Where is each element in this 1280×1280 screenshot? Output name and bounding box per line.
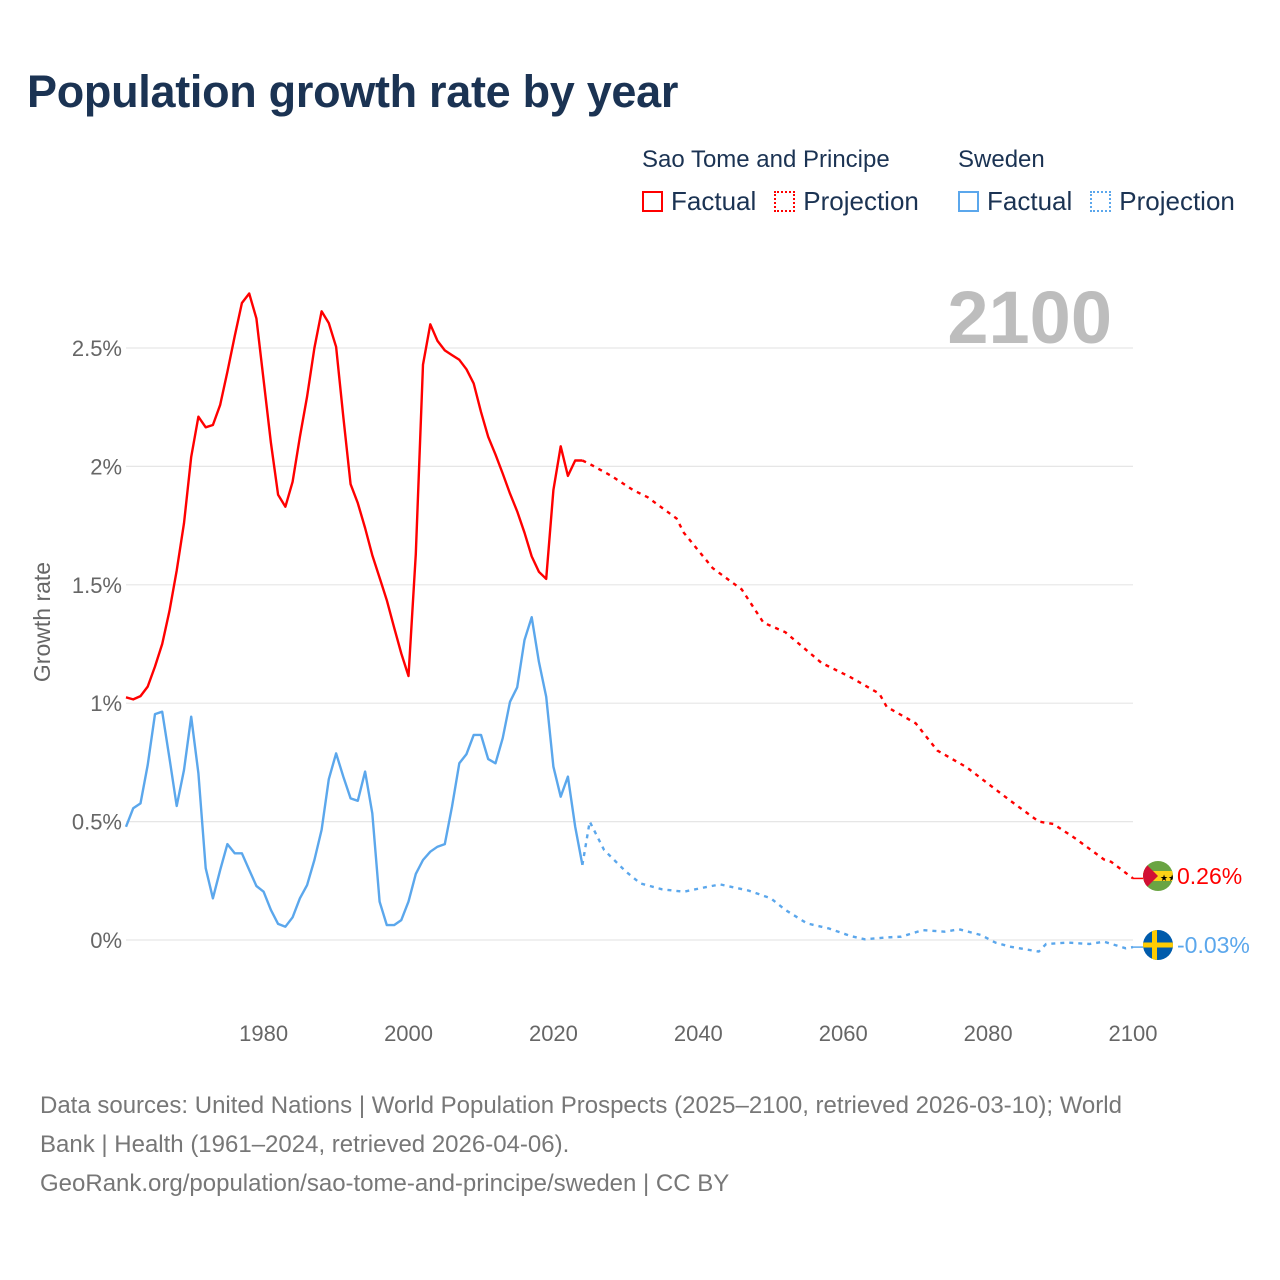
- legend-swatch-solid: [958, 191, 979, 212]
- legend-label: Projection: [803, 186, 919, 216]
- legend-label: Projection: [1119, 186, 1235, 216]
- legend-item-factual[interactable]: Factual: [642, 186, 756, 217]
- end-value-label-sweden: -0.03%: [1177, 932, 1250, 958]
- legend-country-label: Sweden: [958, 146, 1045, 173]
- x-tick-label: 2040: [674, 1021, 723, 1046]
- legend-label: Factual: [671, 186, 757, 216]
- svg-text:★★: ★★: [1160, 873, 1176, 883]
- legend-country-label: Sao Tome and Principe: [642, 146, 890, 173]
- legend-item-projection[interactable]: Projection: [774, 186, 919, 217]
- x-tick-label: 2100: [1109, 1021, 1158, 1046]
- x-tick-label: 2000: [384, 1021, 433, 1046]
- x-tick-label: 1980: [239, 1021, 288, 1046]
- footer-line: Bank | Health (1961–2024, retrieved 2026…: [40, 1131, 570, 1158]
- sweden-flag-icon: [1143, 930, 1173, 960]
- y-tick-label: 0%: [90, 928, 122, 953]
- x-tick-label: 2060: [819, 1021, 868, 1046]
- x-tick-label: 2020: [529, 1021, 578, 1046]
- legend-sao-tome: Sao Tome and Principe Factual Projection: [642, 144, 937, 217]
- current-year-label: 2100: [947, 276, 1112, 359]
- sao-tome-flag-icon: ★★: [1143, 861, 1176, 891]
- series-line-sao-tome-and-principe-factual: [125, 292, 583, 701]
- y-axis-title: Growth rate: [29, 562, 55, 682]
- legend-label: Factual: [987, 186, 1073, 216]
- y-tick-label: 1%: [90, 691, 122, 716]
- series-line-sao-tome-and-principe-projection: [581, 459, 1134, 880]
- y-tick-label: 1.5%: [72, 573, 122, 598]
- footer-sources: Data sources: United Nations | World Pop…: [40, 1086, 1240, 1203]
- legend-item-factual[interactable]: Factual: [958, 186, 1072, 217]
- legend-swatch-dotted: [774, 191, 796, 212]
- legend-swatch-solid: [642, 191, 663, 212]
- series-line-sweden-projection: [581, 820, 1134, 953]
- legend-item-projection[interactable]: Projection: [1090, 186, 1235, 217]
- series-line-sweden-factual: [124, 616, 584, 928]
- legend-swatch-dotted: [1090, 191, 1112, 212]
- y-tick-label: 2.5%: [72, 336, 122, 361]
- footer-line: Data sources: United Nations | World Pop…: [40, 1092, 1122, 1119]
- y-tick-label: 2%: [90, 454, 122, 479]
- footer-line[interactable]: GeoRank.org/population/sao-tome-and-prin…: [40, 1170, 730, 1197]
- y-tick-label: 0.5%: [72, 810, 122, 835]
- legend-sweden: Sweden Factual Projection: [958, 144, 1253, 217]
- end-value-label-sao-tome: 0.26%: [1177, 863, 1242, 889]
- chart-title: Population growth rate by year: [27, 66, 679, 117]
- x-tick-label: 2080: [964, 1021, 1013, 1046]
